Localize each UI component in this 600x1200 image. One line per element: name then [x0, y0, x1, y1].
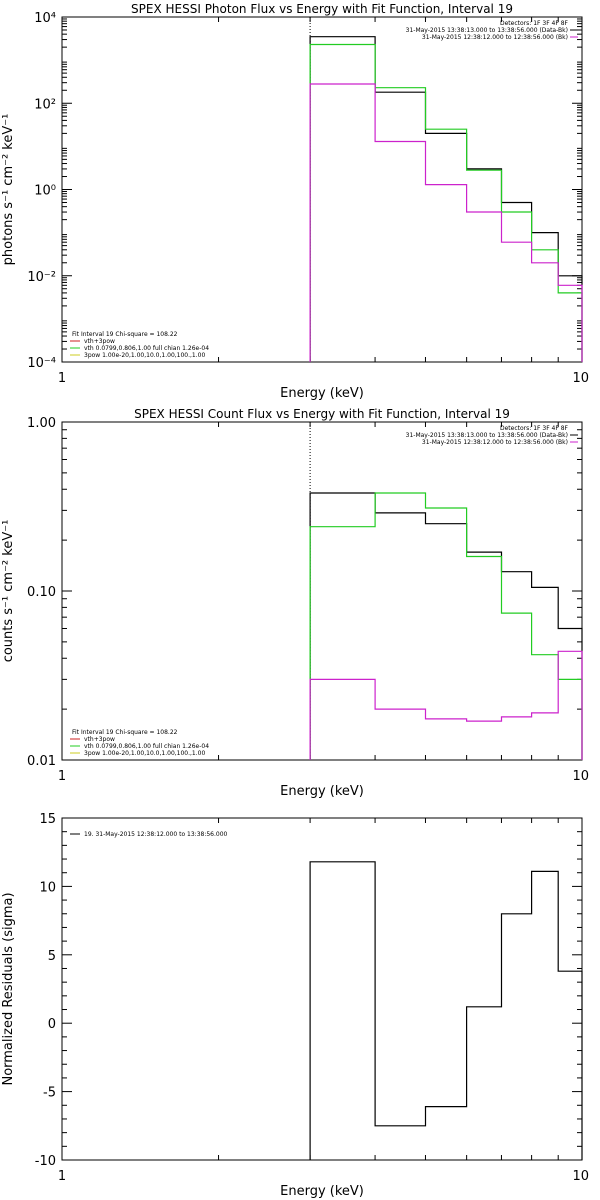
chart-title: SPEX HESSI Photon Flux vs Energy with Fi…: [131, 2, 513, 16]
series-line-3: [309, 650, 583, 760]
y-tick-label: 10⁰: [34, 184, 56, 199]
legend-left-entry: Fit Interval 19 Chi-square = 108.22: [72, 331, 178, 338]
y-tick-label: 10²: [34, 97, 56, 112]
x-tick-label: 1: [58, 1169, 66, 1184]
y-tick-label: -5: [43, 1086, 56, 1101]
legend-left-entry: 19. 31-May-2015 12:38:12.000 to 13:38:56…: [84, 831, 228, 838]
y-axis-label: counts s⁻¹ cm⁻² keV⁻¹: [1, 520, 16, 663]
y-tick-label: 10: [39, 880, 56, 895]
legend-left-entry: Fit Interval 19 Chi-square = 108.22: [72, 729, 178, 736]
series-1: [309, 36, 583, 362]
legend-left-entry: vth 0.0799,0.806,1.00 full chian 1.26e-0…: [84, 743, 209, 750]
x-tick-label: 1: [58, 769, 66, 784]
y-tick-label: 0.10: [27, 585, 56, 600]
series-2: [309, 492, 583, 760]
y-tick-label: 10⁻²: [27, 270, 56, 285]
plot-frame: [61, 16, 583, 363]
plot-frame: [61, 817, 583, 1161]
x-tick-label: 10: [572, 371, 589, 386]
series-1: [309, 861, 583, 1160]
x-tick-label: 1: [58, 371, 66, 386]
chart-title: SPEX HESSI Count Flux vs Energy with Fit…: [134, 407, 510, 421]
chart-panel-2: SPEX HESSI Count Flux vs Energy with Fit…: [1, 407, 589, 799]
legend-right-entry: 31-May-2015 12:38:12.000 to 12:38:56.000…: [422, 34, 568, 41]
legend-right-entry: 31-May-2015 13:38:13.000 to 13:38:56.000…: [406, 27, 568, 34]
series-3: [309, 650, 583, 760]
legend-right-entry: 31-May-2015 13:38:13.000 to 13:38:56.000…: [406, 432, 568, 439]
series-line-3: [309, 83, 583, 362]
legend-left-entry: 3pow 1.00e-20,1.00,10.0,1.00,100.,1.00: [84, 750, 205, 757]
y-tick-label: 10⁴: [34, 11, 56, 26]
series-1: [309, 492, 583, 760]
y-tick-label: -10: [35, 1154, 56, 1169]
x-tick-label: 10: [572, 769, 589, 784]
y-tick-label: 15: [39, 812, 56, 827]
series-line-2: [309, 492, 583, 760]
legend-left-entry: vth+3pow: [84, 736, 115, 743]
y-tick-label: 1.00: [27, 416, 56, 431]
legend-left-entry: 3pow 1.00e-20,1.00,10.0,1.00,100.,1.00: [84, 352, 205, 359]
series-line-1: [309, 861, 583, 1160]
legend-right-entry: 31-May-2015 12:38:12.000 to 12:38:56.000…: [422, 439, 568, 446]
x-axis-label: Energy (keV): [280, 1184, 364, 1199]
y-axis-label: Normalized Residuals (sigma): [1, 892, 16, 1085]
x-axis-label: Energy (keV): [280, 386, 364, 401]
legend-left-entry: vth 0.0799,0.806,1.00 full chian 1.26e-0…: [84, 345, 209, 352]
legend-left-entry: vth+3pow: [84, 338, 115, 345]
x-axis-label: Energy (keV): [280, 784, 364, 799]
chart-panel-1: SPEX HESSI Photon Flux vs Energy with Fi…: [1, 2, 589, 401]
y-axis-label: photons s⁻¹ cm⁻² keV⁻¹: [1, 114, 16, 266]
y-tick-label: 0.01: [27, 754, 56, 769]
legend-right-entry: Detectors: 1F 3F 4F 8F: [500, 425, 569, 432]
chart-panel-3: 1 10 Energy (keV) -10 -5 0 5 10 15 Normalized Res…: [1, 812, 589, 1199]
legend-right-entry: Detectors: 1F 3F 4F 8F: [500, 20, 569, 27]
y-tick-label: 10⁻⁴: [27, 356, 56, 371]
y-tick-label: 5: [48, 949, 56, 964]
series-3: [309, 83, 583, 362]
x-tick-label: 10: [572, 1169, 589, 1184]
series-2: [309, 43, 583, 362]
y-tick-label: 0: [48, 1017, 56, 1032]
series-line-1: [309, 36, 583, 362]
series-line-2: [309, 43, 583, 362]
series-line-1: [309, 492, 583, 760]
plot-frame: [61, 421, 583, 761]
